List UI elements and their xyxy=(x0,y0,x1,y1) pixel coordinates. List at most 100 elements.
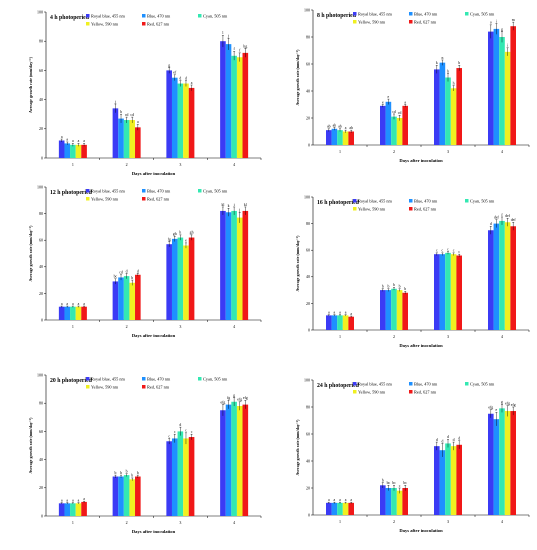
bar xyxy=(64,143,71,158)
x-tick-label: 4 xyxy=(233,162,235,167)
y-tick-label: 20 xyxy=(306,115,310,120)
significance-letter: ab xyxy=(338,125,342,129)
legend-swatch xyxy=(142,385,146,389)
legend-label: Red, 627 nm xyxy=(147,21,170,27)
legend-swatch xyxy=(409,20,413,24)
legend-swatch xyxy=(353,20,357,24)
legend-label: Royal blue, 455 nm xyxy=(358,11,393,17)
bar xyxy=(493,28,500,145)
significance-letter: a xyxy=(61,135,63,139)
significance-letter: a xyxy=(66,138,68,142)
bar xyxy=(81,144,87,158)
bar xyxy=(123,475,130,516)
bar xyxy=(231,401,237,516)
significance-letter: efg xyxy=(237,398,242,402)
significance-letter: a xyxy=(345,311,347,315)
bar xyxy=(220,41,226,159)
y-tick-label: 100 xyxy=(304,194,310,199)
significance-letter: b xyxy=(131,474,133,478)
bar xyxy=(177,83,184,158)
bar xyxy=(445,252,451,330)
y-tick-label: 60 xyxy=(306,61,310,66)
significance-letter: bc xyxy=(114,275,118,279)
bar xyxy=(64,503,71,516)
bar xyxy=(326,130,332,145)
bar xyxy=(396,490,403,515)
bar xyxy=(129,479,136,516)
legend-label: Red, 627 nm xyxy=(414,389,437,395)
significance-letter: efg xyxy=(243,396,248,400)
bar xyxy=(236,57,243,159)
significance-letter: gh xyxy=(173,232,177,236)
significance-letter: def xyxy=(511,218,517,222)
legend-swatch xyxy=(198,189,202,193)
significance-letter: a xyxy=(334,311,336,315)
bar xyxy=(450,446,457,515)
significance-letter: c xyxy=(442,249,444,253)
legend-swatch xyxy=(353,390,357,394)
y-tick-label: 100 xyxy=(304,7,310,12)
bar xyxy=(510,26,516,146)
legend-label: Blue, 470 nm xyxy=(414,198,438,204)
significance-letter: i xyxy=(496,19,497,23)
y-tick-label: 60 xyxy=(306,248,310,253)
y-tick-label: 40 xyxy=(306,458,310,463)
significance-letter: b xyxy=(404,287,406,291)
bar xyxy=(456,255,462,330)
significance-letter: c xyxy=(458,250,460,254)
bar xyxy=(118,476,124,516)
bar xyxy=(391,488,397,515)
legend-swatch xyxy=(353,207,357,211)
bar xyxy=(225,404,232,516)
significance-letter: j xyxy=(114,100,116,104)
bar xyxy=(504,51,511,145)
significance-letter: a xyxy=(72,498,74,502)
bar xyxy=(58,306,65,320)
significance-letter: a xyxy=(78,498,80,502)
bar xyxy=(129,282,136,320)
significance-letter: a xyxy=(137,120,139,124)
legend-swatch xyxy=(86,14,90,18)
x-tick-label: 4 xyxy=(233,520,235,525)
bar xyxy=(510,411,516,515)
x-axis-label: Days after inoculation xyxy=(132,171,176,176)
bar xyxy=(70,503,76,516)
bar xyxy=(402,105,408,145)
significance-letter: g xyxy=(168,63,170,67)
bar xyxy=(348,502,354,515)
bar xyxy=(242,52,249,158)
x-tick-label: 3 xyxy=(447,519,449,524)
bar xyxy=(75,503,82,516)
bar xyxy=(236,217,243,320)
y-tick-label: 40 xyxy=(306,274,310,279)
significance-letter: f xyxy=(239,49,241,53)
bar xyxy=(58,140,65,158)
legend-swatch xyxy=(198,14,202,18)
legend-swatch xyxy=(465,199,469,203)
x-tick-label: 3 xyxy=(179,520,181,525)
legend-swatch xyxy=(142,197,146,201)
bar xyxy=(493,223,500,330)
bar xyxy=(183,83,189,158)
bar xyxy=(445,443,451,515)
significance-letter: a xyxy=(350,498,352,502)
bar xyxy=(231,55,237,158)
chart-title: 4 h photoperied xyxy=(50,15,90,21)
significance-letter: d xyxy=(137,269,139,273)
significance-letter: f xyxy=(501,213,503,217)
significance-letter: c xyxy=(168,434,170,438)
bar xyxy=(242,210,249,320)
y-tick-label: 80 xyxy=(39,39,43,44)
legend-swatch xyxy=(86,385,90,389)
significance-letter: e xyxy=(388,95,390,99)
significance-letter: c xyxy=(436,249,438,253)
chart-4h: 0 20 40 60 80 100 Average growth rate (mm/day⁻… xyxy=(28,9,262,176)
bar xyxy=(123,276,130,320)
significance-letter: g xyxy=(233,393,235,397)
y-tick-label: 60 xyxy=(39,238,43,243)
y-tick-label: 100 xyxy=(37,9,43,14)
bar xyxy=(70,144,76,158)
significance-letter: hg xyxy=(243,44,247,48)
significance-letter: a xyxy=(350,312,352,316)
bar xyxy=(177,237,184,320)
